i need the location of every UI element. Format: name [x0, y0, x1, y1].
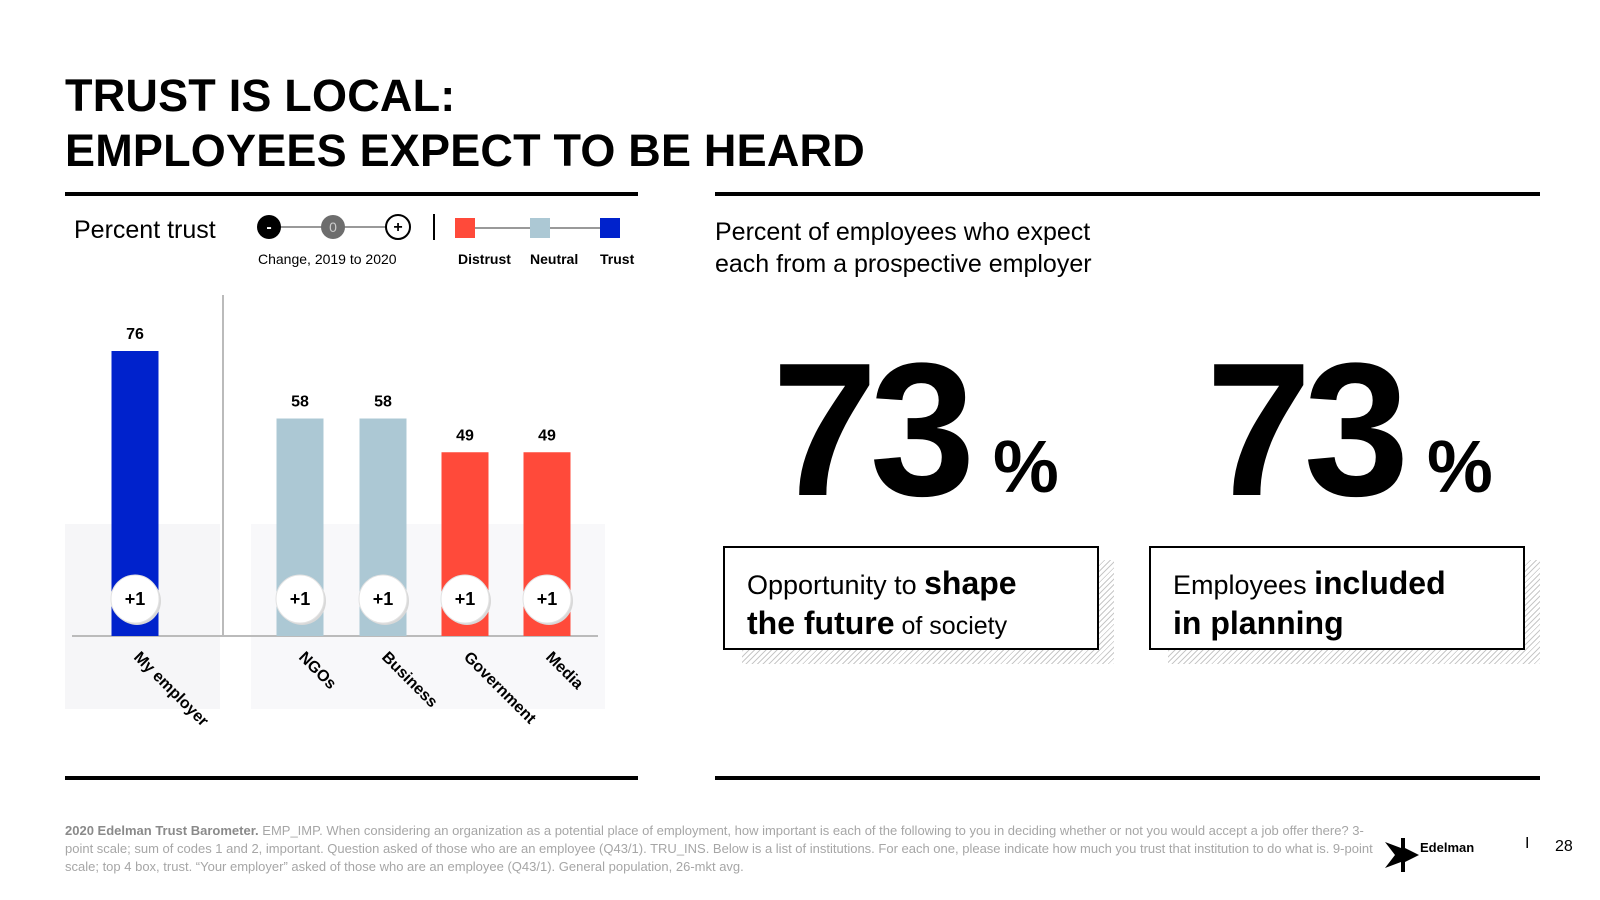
legend-neutral-swatch: [530, 218, 550, 238]
page-number: 28: [1555, 838, 1573, 855]
stat-2-text-a: Employees: [1173, 570, 1315, 600]
stat-1-text-a: Opportunity to: [747, 570, 925, 600]
legend-divider: [433, 214, 435, 240]
change-legend-caption: Change, 2019 to 2020: [258, 251, 397, 267]
legend-plus-label: +: [393, 219, 402, 236]
bar-value-label: 58: [374, 394, 392, 411]
change-label: +1: [373, 589, 394, 609]
brand-name: Edelman: [1420, 840, 1475, 855]
footnote-source: 2020 Edelman Trust Barometer.: [65, 823, 259, 838]
color-legend: [455, 218, 620, 238]
legend-minus-dot: [257, 215, 281, 239]
change-dot: [358, 574, 408, 624]
legend-distrust-swatch: [455, 218, 475, 238]
change-dot: [275, 574, 325, 624]
trust-bar-chart: 76+1My employer58+1NGOs58+1Business49+1G…: [65, 295, 605, 730]
legend-neutral-label: Neutral: [530, 251, 579, 267]
change-dot: [110, 574, 160, 624]
change-label: +1: [455, 589, 476, 609]
right-subtitle: Percent of employees who expect each fro…: [715, 216, 1175, 280]
stat-1-unit: %: [993, 425, 1059, 508]
legend-trust-label: Trust: [600, 251, 635, 267]
title-line-1: TRUST IS LOCAL:: [65, 70, 456, 121]
bar-value-label: 76: [126, 326, 144, 343]
bar-value-label: 49: [456, 427, 474, 444]
change-dot: [522, 574, 572, 624]
change-label: +1: [125, 589, 146, 609]
stat-2-text-c: in planning: [1173, 605, 1344, 641]
legend-trust-swatch: [600, 218, 620, 238]
change-legend: - 0 +: [257, 214, 411, 240]
title-line-2: EMPLOYEES EXPECT TO BE HEARD: [65, 125, 865, 176]
footnote-text: EMP_IMP. When considering an organizatio…: [65, 823, 1373, 874]
right-bottom-rule: [715, 776, 1540, 780]
stat-2-text-b: included: [1314, 565, 1446, 601]
right-subtitle-line-1: Percent of employees who expect: [715, 218, 1091, 246]
chart-subtitle: Percent trust: [74, 216, 216, 244]
left-bottom-rule: [65, 776, 638, 780]
legend-minus-label: -: [266, 219, 271, 236]
stat-1-text-b: shape: [924, 565, 1017, 601]
legend-zero-dot: [321, 215, 345, 239]
legend-zero-label: 0: [329, 219, 337, 235]
right-top-rule: [715, 192, 1540, 196]
bar-value-label: 49: [538, 427, 556, 444]
page-separator: I: [1525, 835, 1530, 852]
left-top-rule: [65, 192, 638, 196]
source-footnote: 2020 Edelman Trust Barometer. EMP_IMP. W…: [65, 822, 1385, 876]
stat-1-text-d: of society: [894, 612, 1008, 640]
change-label: +1: [537, 589, 558, 609]
right-subtitle-line-2: each from a prospective employer: [715, 250, 1092, 278]
stat-2-card: Employees included in planning: [1149, 546, 1525, 650]
stat-2-unit: %: [1427, 425, 1493, 508]
stat-1-value: 73: [772, 324, 975, 536]
page-title: TRUST IS LOCAL: EMPLOYEES EXPECT TO BE H…: [65, 68, 865, 178]
change-dot: [440, 574, 490, 624]
legend-plus-dot: [385, 214, 411, 240]
change-label: +1: [290, 589, 311, 609]
stat-2-value: 73: [1206, 324, 1409, 536]
edelman-logo-icon: [1385, 838, 1419, 872]
stat-1-text-c: the future: [747, 605, 895, 641]
legend-distrust-label: Distrust: [458, 251, 511, 267]
bar-value-label: 58: [291, 394, 309, 411]
stat-1-card: Opportunity to shape the future of socie…: [723, 546, 1099, 650]
